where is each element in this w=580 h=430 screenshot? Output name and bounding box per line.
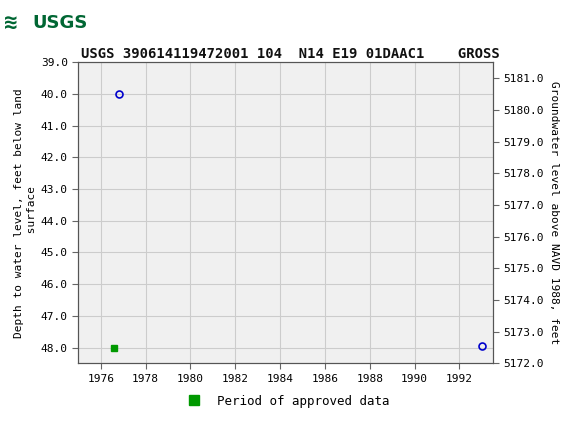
Text: USGS 390614119472001 104  N14 E19 01DAAC1    GROSS: USGS 390614119472001 104 N14 E19 01DAAC1…	[81, 47, 499, 61]
Bar	[2, 2, 77, 43]
Y-axis label: Groundwater level above NAVD 1988, feet: Groundwater level above NAVD 1988, feet	[549, 81, 560, 344]
Text: USGS: USGS	[32, 14, 87, 31]
Legend: Period of approved data: Period of approved data	[177, 390, 394, 413]
Text: ≋: ≋	[4, 12, 17, 33]
Y-axis label: Depth to water level, feet below land
 surface: Depth to water level, feet below land su…	[13, 88, 37, 338]
